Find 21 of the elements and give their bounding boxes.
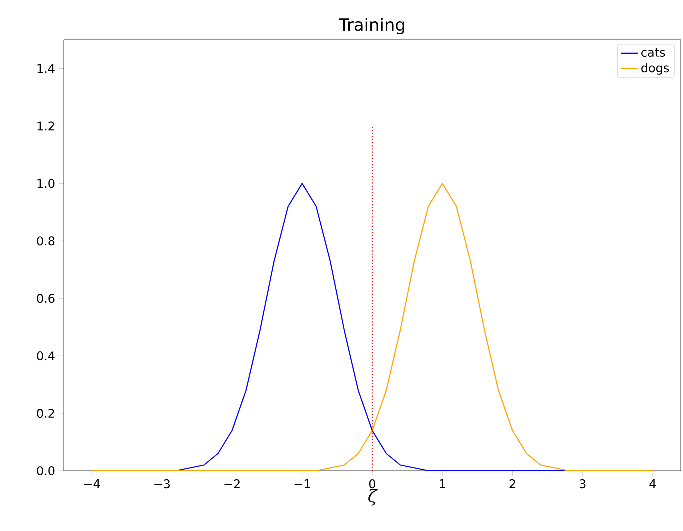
x-tick-label: 3 (580, 480, 586, 489)
y-tick-label: 0.2 (37, 409, 54, 418)
x-tick-label: −2 (224, 480, 240, 488)
y-tick-label: 1.4 (38, 64, 55, 74)
y-tick-label: 1.2 (38, 122, 54, 131)
x-tick-label: 1 (440, 480, 446, 488)
y-tick-label: 0.0 (37, 466, 55, 476)
legend-label: dogs (642, 63, 670, 75)
x-tick-label: 2 (510, 480, 516, 488)
x-tick-label: −4 (84, 480, 100, 488)
y-tick-label: 0.6 (37, 294, 55, 304)
x-tick-label: −3 (154, 480, 170, 489)
y-tick-label: 0.4 (37, 352, 55, 361)
x-tick-label: 4 (650, 480, 656, 488)
chart-title: Training (339, 18, 404, 34)
legend-label: cats (642, 48, 666, 58)
x-tick-label: −1 (294, 480, 310, 488)
x-axis-title: ζ (368, 489, 378, 506)
x-tick-label: 0 (369, 480, 376, 489)
y-tick-label: 0.8 (37, 236, 55, 246)
y-tick-label: 1.0 (38, 179, 55, 188)
